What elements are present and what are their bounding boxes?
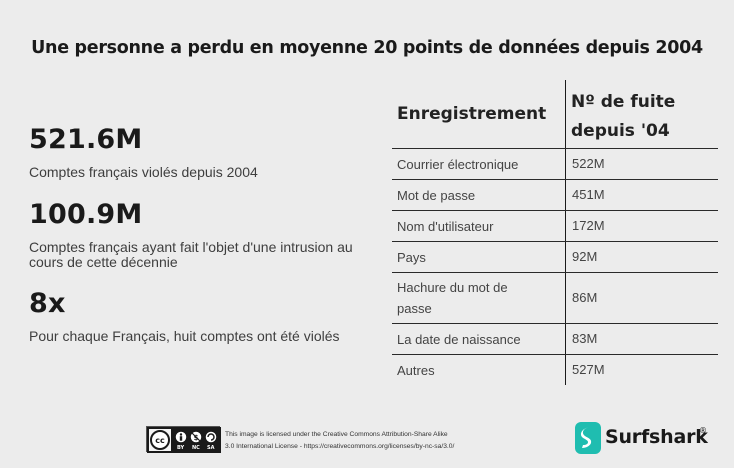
row-label: Mot de passe bbox=[397, 188, 476, 203]
stat-block: 521.6M Comptes français violés depuis 20… bbox=[29, 124, 374, 180]
column-header-record: Enregistrement bbox=[397, 104, 547, 124]
row-label: Pays bbox=[397, 250, 426, 265]
page-title: Une personne a perdu en moyenne 20 point… bbox=[31, 38, 703, 58]
badge-label-sa: SA bbox=[207, 445, 215, 451]
table-row: La date de naissance 83M bbox=[392, 323, 718, 354]
registered-mark: ® bbox=[699, 426, 707, 435]
table-row: Autres 527M bbox=[392, 354, 718, 385]
license-line: This image is licensed under the Creativ… bbox=[225, 431, 448, 438]
stat-description: Comptes français ayant fait l'objet d'un… bbox=[29, 239, 353, 270]
svg-text:$: $ bbox=[194, 434, 199, 442]
stat-description: Comptes français violés depuis 2004 bbox=[29, 164, 258, 180]
stat-value: 521.6M bbox=[29, 124, 143, 155]
svg-text:cc: cc bbox=[155, 436, 165, 445]
table-row: Nom d'utilisateur 172M bbox=[392, 210, 718, 241]
stat-block: 8x Pour chaque Français, huit comptes on… bbox=[29, 288, 374, 344]
stat-block: 100.9M Comptes français ayant fait l'obj… bbox=[29, 199, 374, 270]
stat-description: Pour chaque Français, huit comptes ont é… bbox=[29, 328, 340, 344]
row-value: 527M bbox=[572, 362, 605, 377]
row-value: 522M bbox=[572, 156, 605, 171]
license-link[interactable]: 3.0 International License - https://crea… bbox=[225, 443, 455, 450]
badge-label-by: BY bbox=[177, 445, 185, 451]
row-label: La date de naissance bbox=[397, 332, 521, 347]
badge-label-nc: NC bbox=[192, 445, 200, 451]
column-header-count: Nº de fuite depuis '04 bbox=[571, 92, 676, 141]
table-row: Courrier électronique 522M bbox=[392, 148, 718, 179]
table-header: Enregistrement Nº de fuite depuis '04 bbox=[392, 80, 718, 148]
creative-commons-badge[interactable]: cc $ BY NC SA bbox=[146, 426, 221, 453]
stat-value: 8x bbox=[29, 288, 66, 319]
table-row: Hachure du mot de passe 86M bbox=[392, 272, 718, 323]
row-value: 92M bbox=[572, 249, 598, 264]
license-text: This image is licensed under the Creativ… bbox=[225, 429, 565, 453]
row-label: Courrier électronique bbox=[397, 157, 519, 172]
brand-name: Surfshark bbox=[605, 426, 708, 448]
row-value: 86M bbox=[572, 290, 598, 305]
row-value: 451M bbox=[572, 187, 605, 202]
row-value: 83M bbox=[572, 331, 598, 346]
row-label: Nom d'utilisateur bbox=[397, 219, 494, 234]
column-divider bbox=[565, 80, 566, 385]
table-row: Mot de passe 451M bbox=[392, 179, 718, 210]
brand-logo[interactable]: Surfshark ® bbox=[575, 422, 715, 454]
row-label: Hachure du mot de passe bbox=[397, 280, 508, 316]
row-label: Autres bbox=[397, 363, 435, 378]
cc-icon: cc $ bbox=[147, 427, 221, 453]
stat-value: 100.9M bbox=[29, 199, 143, 230]
row-value: 172M bbox=[572, 218, 605, 233]
table-row: Pays 92M bbox=[392, 241, 718, 272]
surfshark-icon bbox=[575, 422, 601, 454]
